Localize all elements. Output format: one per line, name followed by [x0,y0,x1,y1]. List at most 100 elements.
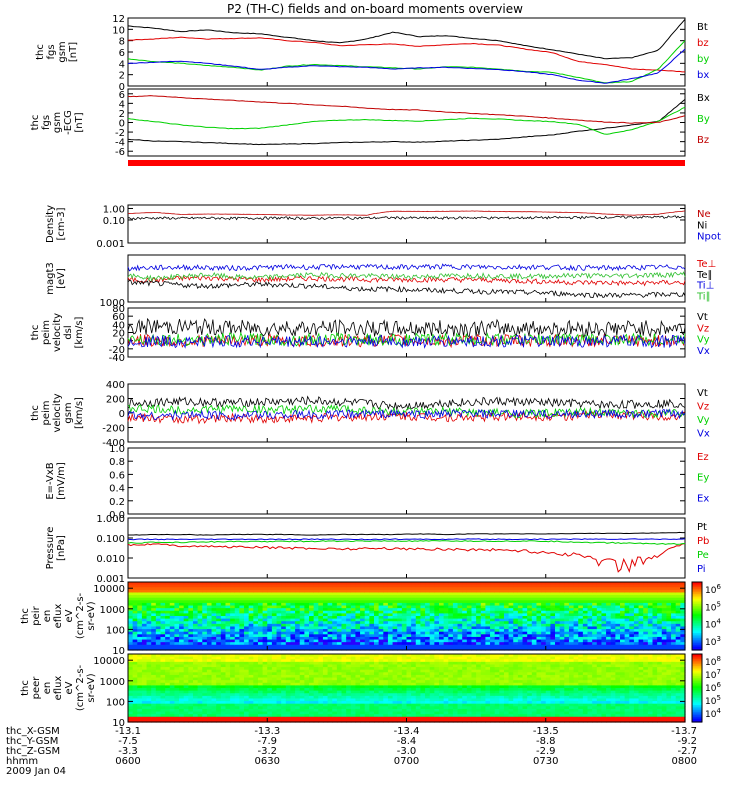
spectrogram-cell [220,644,227,648]
spectrogram-cell [165,654,171,658]
spectrogram-cell [374,629,380,633]
colorbar-cell [692,626,702,629]
spectrogram-cell [271,674,278,679]
spectrogram-cell [364,621,370,625]
spectrogram-cell [309,661,315,666]
colorbar-tick-label: 104 [705,618,721,631]
spectrogram-cell [564,618,570,622]
spectrogram-cell [137,661,143,666]
spectrogram-cell [253,589,259,594]
spectrogram-cell [643,610,649,614]
spectrogram-cell [522,608,528,612]
spectrogram-cell [438,621,445,625]
spectrogram-cell [527,582,533,586]
spectrogram-cell [355,644,361,648]
spectrogram-cell [151,672,157,676]
spectrogram-cell [239,587,245,591]
spectrogram-cell [462,642,468,646]
spectrogram-cell [165,703,171,707]
spectrogram-cell [276,664,282,668]
spectrogram-cell [364,669,370,673]
spectrogram-cell [397,595,403,599]
spectrogram-cell [647,608,654,612]
spectrogram-cell [174,714,180,718]
spectrogram-cell [146,667,152,671]
spectrogram-cell [406,667,412,671]
spectrogram-cell [225,674,231,679]
spectrogram-cell [401,582,408,586]
spectrogram-cell [406,587,412,591]
spectrogram-cell [281,656,287,660]
spectrogram-cell [188,629,194,633]
spectrogram-cell [313,677,319,681]
spectrogram-cell [503,610,510,614]
spectrogram-cell [355,629,361,633]
spectrogram-cell [216,669,222,673]
spectrogram-cell [471,618,477,622]
spectrogram-cell [141,714,148,718]
spectrogram-cell [582,613,589,617]
spectrogram-cell [457,613,463,617]
spectrogram-cell [141,639,148,643]
spectrogram-cell [225,695,231,700]
colorbar-cell [692,621,702,624]
spectrogram-cell [341,597,347,601]
spectrogram-cell [457,600,463,604]
spectrogram-cell [383,701,389,705]
y-axis-label: velocity [52,393,63,432]
spectrogram-cell [536,610,542,614]
spectrogram-cell [573,608,579,612]
spectrogram-cell [378,610,384,614]
spectrogram-cell [137,592,143,596]
spectrogram-cell [336,584,343,588]
spectrogram-cell [318,587,324,591]
spectrogram-cell [211,693,217,697]
spectrogram-cell [146,639,152,643]
spectrogram-cell [132,703,138,707]
spectrogram-cell [406,602,412,607]
spectrogram-cell [332,698,338,702]
spectrogram-cell [374,698,380,702]
spectrogram-cell [188,582,194,586]
spectrogram-cell [448,626,454,630]
series-Ti-line [127,263,686,272]
spectrogram-cell [146,682,152,686]
spectrogram-cell [225,584,231,588]
spectrogram-cell [531,618,538,622]
spectrogram-cell [350,605,357,609]
spectrogram-cell [290,616,296,620]
spectrogram-cell [169,719,176,723]
spectrogram-cell [155,661,162,666]
spectrogram-cell [169,654,176,658]
spectrogram-cell [290,631,296,635]
spectrogram-cell [624,618,630,622]
spectrogram-cell [666,600,672,604]
spectrogram-cell [438,634,445,638]
spectrogram-cell [137,608,143,612]
spectrogram-cell [327,613,333,617]
spectrogram-cell [350,623,357,628]
spectrogram-cell [596,595,603,599]
spectrogram-cell [499,647,505,651]
spectrogram-cell [299,706,305,710]
spectrogram-cell [225,592,231,596]
spectrogram-cell [309,677,315,681]
spectrogram-cell [169,690,176,694]
spectrogram-cell [271,589,278,594]
spectrogram-cell [517,605,524,609]
spectrogram-cell [587,647,593,651]
spectrogram-cell [132,664,138,668]
spectrogram-cell [615,642,621,646]
spectrogram-cell [471,613,477,617]
spectrogram-cell [406,664,412,668]
spectrogram-cell [448,592,454,596]
spectrogram-cell [141,661,148,666]
spectrogram-cell [387,706,394,710]
spectrogram-cell [216,629,222,633]
spectrogram-cell [346,654,352,658]
spectrogram-cell [137,664,143,668]
spectrogram-cell [527,621,533,625]
spectrogram-cell [420,661,426,666]
spectrogram-cell [234,595,240,599]
